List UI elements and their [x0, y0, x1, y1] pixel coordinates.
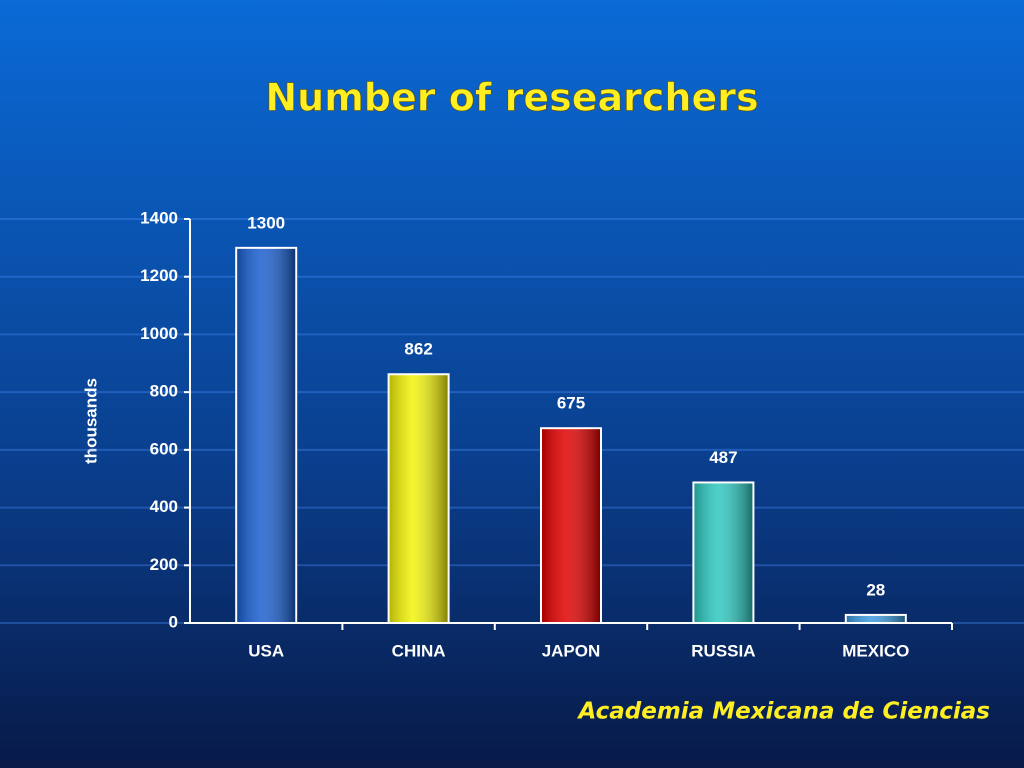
y-tick-label: 1000	[140, 324, 178, 343]
x-tick-label: RUSSIA	[691, 641, 755, 660]
x-tick-label: CHINA	[392, 641, 446, 660]
source: Academia Mexicana de Ciencias	[577, 699, 990, 725]
value-label: 28	[866, 580, 885, 599]
bar	[844, 613, 907, 624]
value-label: 675	[557, 394, 585, 413]
bar	[540, 427, 602, 625]
y-tick-label: 800	[150, 382, 178, 401]
y-tick-label: 1400	[140, 208, 178, 227]
x-tick-label: USA	[248, 641, 284, 660]
bar	[235, 246, 298, 624]
chart-title: Number of researchers	[265, 76, 758, 120]
x-tick-label: JAPON	[542, 641, 601, 660]
y-tick-label: 200	[150, 555, 178, 574]
bar	[387, 373, 450, 624]
value-label: 1300	[247, 213, 285, 232]
y-tick-label: 0	[169, 612, 178, 631]
y-tick-label: 1200	[140, 266, 178, 285]
y-axis-label: thousands	[81, 378, 100, 464]
y-tick-label: 600	[150, 439, 178, 458]
y-tick-label: 400	[150, 497, 178, 516]
bar	[692, 481, 755, 625]
value-label: 862	[404, 340, 432, 359]
x-tick-label: MEXICO	[842, 641, 909, 660]
value-label: 487	[709, 448, 737, 467]
